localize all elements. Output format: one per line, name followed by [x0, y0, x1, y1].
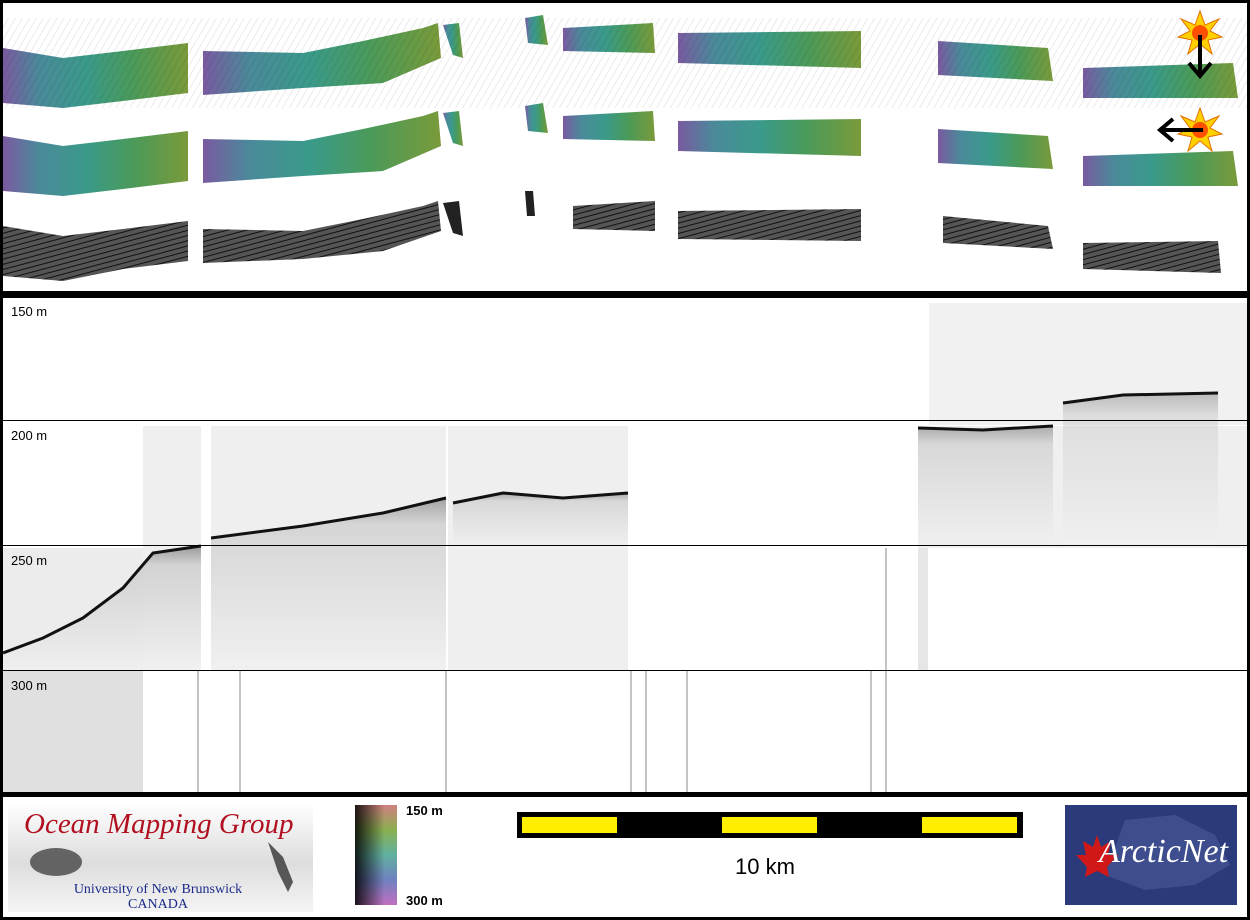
swath-panel — [3, 3, 1247, 291]
arrow-down-icon — [1187, 35, 1213, 80]
sun-illuminated-strip-west — [3, 103, 1238, 196]
echogram-panel: 150 m 200 m 250 m 300 m — [3, 298, 1247, 792]
swath-strips — [3, 9, 1247, 281]
sun-illuminated-strip-north — [3, 15, 1247, 108]
scale-bar — [517, 812, 1023, 838]
maple-leaf-icon — [1076, 815, 1230, 890]
omg-subtitle-line1: University of New Brunswick — [73, 882, 243, 897]
omg-title: Ocean Mapping Group — [24, 808, 294, 840]
depth-label-250: 250 m — [11, 553, 48, 568]
depth-gridlines — [3, 420, 1247, 671]
legend-panel: Ocean Mapping Group University of New Br… — [3, 797, 1247, 917]
depth-label-150: 150 m — [11, 304, 48, 319]
omg-subtitle-line2: CANADA — [128, 897, 188, 912]
omg-graphic — [30, 842, 293, 892]
omg-logo: Ocean Mapping Group University of New Br… — [8, 802, 313, 912]
colorbar-top-label: 150 m — [406, 803, 443, 818]
depth-label-200: 200 m — [11, 428, 48, 443]
echogram — [3, 303, 1247, 792]
colorbar-bottom-label: 300 m — [406, 893, 443, 908]
scale-bar-label: 10 km — [735, 854, 795, 879]
arcticnet-text: ArcticNet — [1099, 833, 1229, 870]
depth-label-300: 300 m — [11, 678, 48, 693]
arcticnet-logo: ArcticNet — [1065, 805, 1237, 905]
arrow-left-icon — [1156, 117, 1203, 143]
backscatter-strip — [3, 191, 1221, 281]
depth-colorbar — [355, 805, 397, 905]
